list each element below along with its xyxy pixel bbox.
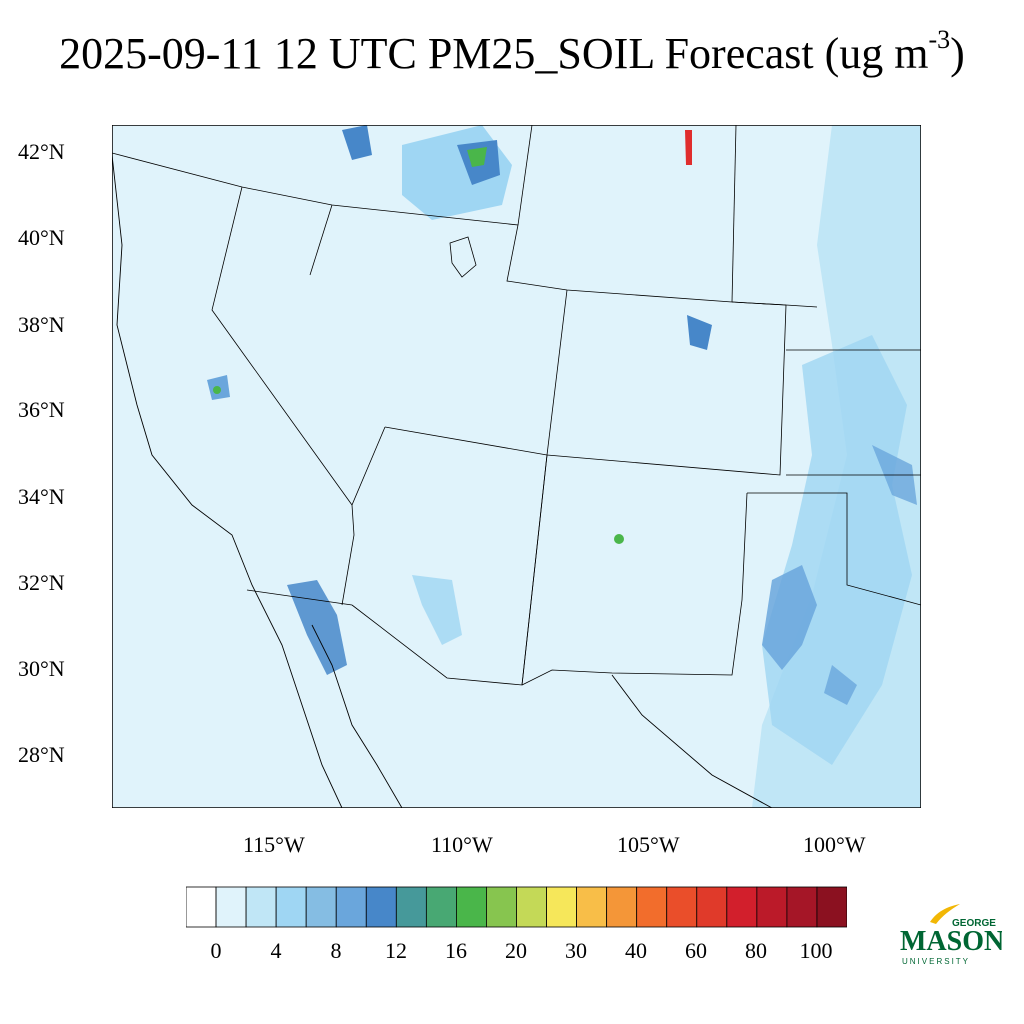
colorbar-swatch <box>606 886 638 928</box>
plume-newmexico <box>614 534 624 544</box>
plume-texas <box>824 665 857 705</box>
lon-label: 110°W <box>431 832 493 857</box>
state-borders <box>111 124 922 686</box>
colorbar-label: 20 <box>505 938 527 963</box>
logo-top-text: GEORGE <box>952 918 996 929</box>
plume-east-mid <box>762 335 912 765</box>
colorbar-label: 100 <box>799 938 833 963</box>
colorbar-swatch <box>666 886 698 928</box>
map-title: 2025-09-11 12 UTC PM25_SOIL Forecast (ug… <box>59 25 965 78</box>
colorbar-swatch <box>186 886 217 928</box>
colorbar-swatch <box>756 886 788 928</box>
plume-idaho <box>342 125 372 160</box>
great-salt-lake <box>449 236 477 278</box>
colorbar-swatch <box>365 886 397 928</box>
colorbar-label: 30 <box>565 938 587 963</box>
colorbar-swatch <box>245 886 277 928</box>
colorbar-swatch <box>275 886 307 928</box>
colorbar-swatch <box>546 886 577 928</box>
colorbar-swatch <box>726 886 758 928</box>
colorbar-label: 4 <box>270 938 282 963</box>
lon-label: 115°W <box>243 832 305 857</box>
logo-swoosh <box>930 904 960 924</box>
lon-label: 105°W <box>617 832 680 857</box>
plume-wyoming-hot <box>467 147 487 167</box>
colorbar-swatch <box>696 886 728 928</box>
colorbar-swatch <box>215 886 247 928</box>
colorbar-label: 0 <box>210 938 222 963</box>
colorbar-label: 8 <box>330 938 342 963</box>
lat-label: 38°N <box>18 312 65 337</box>
colorbar-label: 16 <box>445 938 467 963</box>
lat-label: 40°N <box>18 225 65 250</box>
colorbar-swatch <box>516 886 547 928</box>
colorbar-swatch <box>305 886 337 928</box>
colorbar-swatch <box>786 886 818 928</box>
colorbar-label: 60 <box>685 938 707 963</box>
colorbar-swatch <box>335 886 367 928</box>
plume-colorado <box>687 315 712 350</box>
coastline <box>111 154 773 809</box>
colorbar-swatch <box>576 886 608 928</box>
lat-label: 36°N <box>18 397 65 422</box>
lat-label: 28°N <box>18 742 65 767</box>
plume-gulf <box>287 580 347 675</box>
plume-montana-hot <box>685 130 692 165</box>
colorbar-swatch <box>486 886 517 928</box>
plume-oklahoma <box>762 565 817 670</box>
colorbar-swatch <box>425 886 457 928</box>
colorbar-label: 12 <box>385 938 407 963</box>
lat-label: 42°N <box>18 139 65 164</box>
lon-label: 100°W <box>803 832 866 857</box>
lat-label: 32°N <box>18 570 65 595</box>
plume-nevada-hot <box>213 386 221 394</box>
colorbar-swatch <box>395 886 427 928</box>
gmu-logo: GEORGE MASON UNIVERSITY <box>900 904 1002 966</box>
colorbar-swatch <box>636 886 668 928</box>
logo-bottom-text: UNIVERSITY <box>902 957 970 966</box>
colorbar <box>186 886 847 928</box>
lat-label: 30°N <box>18 656 65 681</box>
colorbar-swatch <box>456 886 487 928</box>
colorbar-label: 40 <box>625 938 647 963</box>
colorbar-swatch <box>816 886 847 928</box>
logo-main-text: MASON <box>900 926 1002 957</box>
lat-label: 34°N <box>18 484 65 509</box>
forecast-map <box>111 124 922 809</box>
colorbar-label: 80 <box>745 938 767 963</box>
plume-arizona <box>412 575 462 645</box>
